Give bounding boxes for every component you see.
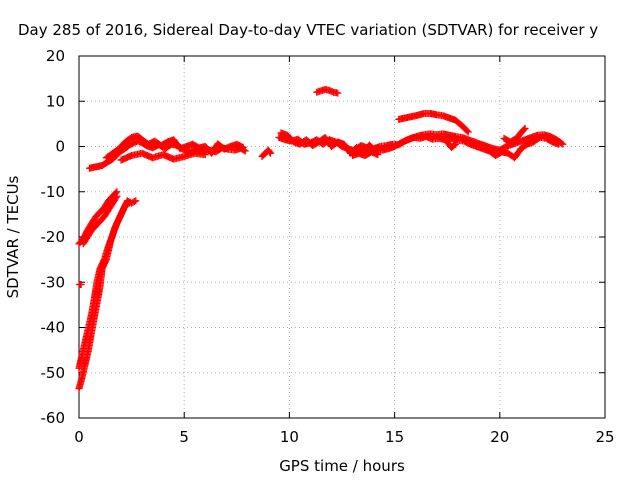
- data-point: [130, 198, 138, 206]
- data-point: [520, 126, 528, 134]
- data-point: [464, 128, 472, 136]
- x-tick-label: 15: [385, 428, 404, 446]
- y-tick-label: 20: [46, 47, 65, 65]
- axis-ticks: [78, 55, 606, 419]
- x-tick-label: 5: [179, 428, 189, 446]
- data-point: [334, 89, 342, 97]
- y-tick-label: -20: [41, 228, 66, 246]
- y-tick-label: -50: [41, 364, 66, 382]
- data-point: [113, 192, 121, 200]
- data-point: [463, 127, 471, 135]
- x-tick-label: 0: [74, 428, 84, 446]
- data-point: [452, 140, 460, 148]
- plot-frame: [78, 55, 606, 419]
- data-point: [112, 194, 120, 202]
- y-tick-label: -30: [41, 273, 66, 291]
- y-tick-label: 10: [46, 92, 65, 110]
- data-point: [266, 149, 274, 157]
- data-point: [266, 148, 274, 156]
- data-point: [239, 143, 247, 151]
- data-point: [132, 197, 140, 205]
- grid: [79, 56, 605, 418]
- y-tick-label: 0: [55, 138, 65, 156]
- y-tick-label: -10: [41, 183, 66, 201]
- data-point: [521, 124, 529, 132]
- x-tick-label: 25: [595, 428, 614, 446]
- data-point: [241, 147, 249, 155]
- y-axis-label: SDTVAR / TECUs: [4, 175, 22, 298]
- data-point: [555, 140, 563, 148]
- x-tick-label: 20: [490, 428, 509, 446]
- data-points: [75, 85, 567, 393]
- y-tick-label: -60: [41, 409, 66, 427]
- data-point: [124, 200, 132, 208]
- x-tick-label: 10: [280, 428, 299, 446]
- data-point: [125, 199, 133, 207]
- data-point: [451, 141, 459, 149]
- y-tick-label: -40: [41, 319, 66, 337]
- tick-labels: 0 5 10 15 20 25 -60 -50 -40 -30 -20 -10 0 10 20: [41, 47, 615, 446]
- data-point: [374, 151, 382, 159]
- chart-title: Day 285 of 2016, Sidereal Day-to-day VTE…: [18, 21, 598, 39]
- data-point: [201, 151, 209, 159]
- data-point: [77, 281, 85, 289]
- x-axis-label: GPS time / hours: [279, 457, 405, 475]
